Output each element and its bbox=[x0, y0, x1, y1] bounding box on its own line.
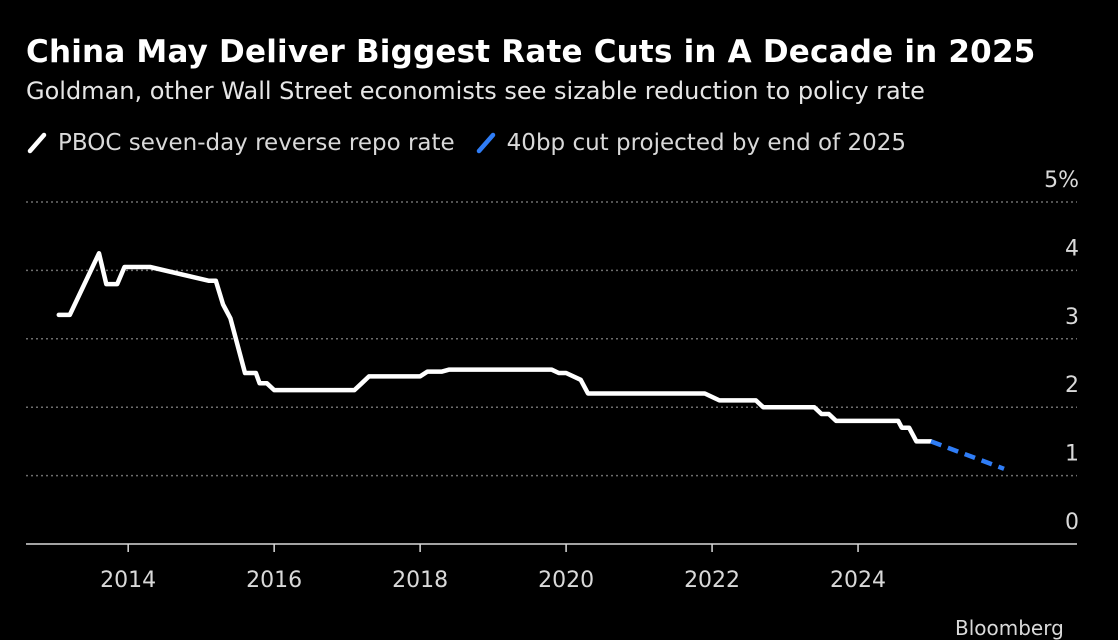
y-tick-label-1: 1 bbox=[1065, 442, 1079, 467]
chart-title: China May Deliver Biggest Rate Cuts in A… bbox=[26, 34, 1036, 70]
legend-label-projected-cut: 40bp cut projected by end of 2025 bbox=[506, 130, 907, 156]
legend-label-pboc-rate: PBOC seven-day reverse repo rate bbox=[58, 130, 455, 156]
x-tick-label-2020: 2020 bbox=[538, 568, 594, 593]
y-tick-label-3: 3 bbox=[1065, 305, 1079, 330]
x-tick-label-2024: 2024 bbox=[830, 568, 886, 593]
legend-item-pboc-rate: PBOC seven-day reverse repo rate bbox=[26, 130, 455, 156]
legend-swatch-dashed-line bbox=[475, 132, 497, 154]
y-tick-label-4: 4 bbox=[1065, 236, 1079, 261]
x-tick-label-2014: 2014 bbox=[100, 568, 156, 593]
y-tick-label-0: 0 bbox=[1065, 510, 1079, 535]
x-tick-label-2022: 2022 bbox=[684, 568, 740, 593]
chart-legend: PBOC seven-day reverse repo rate 40bp cu… bbox=[26, 128, 926, 158]
chart-subtitle: Goldman, other Wall Street economists se… bbox=[26, 77, 925, 105]
source-label: Bloomberg bbox=[955, 616, 1064, 640]
y-tick-label-2: 2 bbox=[1065, 373, 1079, 398]
legend-item-projected-cut: 40bp cut projected by end of 2025 bbox=[475, 130, 906, 156]
series-lines bbox=[56, 251, 1005, 471]
series-line-projected-cut bbox=[930, 439, 1005, 471]
x-axis-ticks: 2014 2016 2018 2020 2022 2024 bbox=[100, 544, 886, 593]
series-line-pboc-rate bbox=[56, 251, 934, 444]
x-tick-label-2018: 2018 bbox=[392, 568, 448, 593]
legend-swatch-solid-line bbox=[26, 132, 48, 154]
y-axis-ticks: 0 1 2 3 4 5% bbox=[1044, 168, 1079, 535]
grid-lines bbox=[26, 201, 1077, 477]
y-tick-label-5: 5% bbox=[1044, 168, 1079, 193]
x-tick-label-2016: 2016 bbox=[246, 568, 302, 593]
